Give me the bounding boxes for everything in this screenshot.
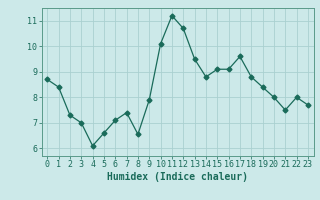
X-axis label: Humidex (Indice chaleur): Humidex (Indice chaleur) xyxy=(107,172,248,182)
